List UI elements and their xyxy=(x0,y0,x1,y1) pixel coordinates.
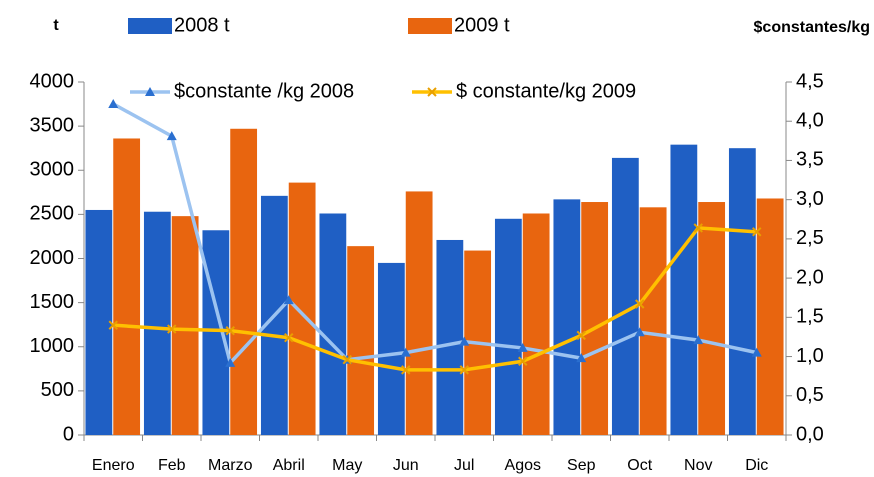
line-marker xyxy=(635,299,645,309)
line-marker xyxy=(576,353,587,363)
bar xyxy=(85,209,113,435)
y2-tick-label: 2,5 xyxy=(796,227,824,249)
x-tick-label: Enero xyxy=(92,457,135,474)
bar xyxy=(230,128,258,435)
x-tick-label: May xyxy=(332,457,362,474)
bar xyxy=(436,239,464,435)
y2-tick-label: 1,0 xyxy=(796,345,824,367)
bar xyxy=(698,202,726,435)
y-tick-label: 1000 xyxy=(30,335,75,357)
y2-tick-label: 0,5 xyxy=(796,384,824,406)
bar xyxy=(553,199,581,435)
x-tick-label: Jun xyxy=(393,457,419,474)
line-marker xyxy=(225,357,236,367)
x-tick-label: Nov xyxy=(684,457,712,474)
legend-swatch xyxy=(128,18,172,34)
line-marker xyxy=(401,365,411,375)
bar xyxy=(202,230,230,435)
bar xyxy=(522,213,550,435)
legend-label: 2008 t xyxy=(174,14,230,36)
legend-label: $ constante/kg 2009 xyxy=(456,80,636,102)
line-marker xyxy=(400,347,411,357)
bar xyxy=(611,157,639,435)
x-tick-label: Oct xyxy=(627,457,652,474)
bar xyxy=(288,182,316,435)
line-marker xyxy=(459,365,469,375)
bar xyxy=(347,246,375,435)
bar xyxy=(581,202,609,435)
y-tick-label: 500 xyxy=(41,379,74,401)
y-axis-label: t xyxy=(53,17,59,34)
line xyxy=(112,102,758,367)
bar xyxy=(319,213,347,435)
y-tick-label: 3000 xyxy=(30,159,75,181)
line-marker xyxy=(751,347,762,357)
line-marker xyxy=(576,330,586,341)
line-marker xyxy=(518,356,528,366)
bar xyxy=(494,218,522,435)
legend-swatch xyxy=(408,18,452,34)
bar xyxy=(405,191,433,435)
bar xyxy=(113,138,141,436)
line xyxy=(113,226,757,372)
y2-tick-label: 4,0 xyxy=(796,110,824,132)
line-marker xyxy=(517,342,528,352)
x-tick-label: Sep xyxy=(567,457,596,474)
bar xyxy=(377,262,405,435)
y-tick-label: 4000 xyxy=(30,70,75,92)
line-marker xyxy=(634,327,645,337)
bar xyxy=(670,144,698,435)
legend-label: 2009 t xyxy=(454,14,510,36)
line-marker xyxy=(284,333,294,343)
line-marker xyxy=(167,324,177,334)
line-marker xyxy=(752,227,762,237)
line-marker xyxy=(427,87,437,97)
bar xyxy=(756,198,784,435)
y2-axis-label: $constantes/kg xyxy=(754,19,870,36)
y2-tick-label: 0,0 xyxy=(796,423,824,445)
x-tick-label: Jul xyxy=(454,457,474,474)
y2-tick-label: 4,5 xyxy=(796,70,824,92)
y-tick-label: 1500 xyxy=(30,291,75,313)
line-marker xyxy=(108,320,118,330)
bar xyxy=(143,211,171,435)
line-marker xyxy=(693,335,704,345)
line-marker xyxy=(693,223,703,233)
y-tick-label: 3500 xyxy=(30,114,75,136)
x-tick-label: Agos xyxy=(505,457,541,474)
line-marker xyxy=(342,354,352,365)
line-marker xyxy=(459,336,470,346)
line-marker xyxy=(108,98,119,108)
line-marker xyxy=(225,325,235,336)
y-tick-label: 0 xyxy=(63,423,74,445)
y2-tick-label: 1,5 xyxy=(796,306,824,328)
legend-label: $constante /kg 2008 xyxy=(174,80,354,102)
x-tick-label: Feb xyxy=(158,457,186,474)
y2-tick-label: 3,5 xyxy=(796,149,824,171)
x-tick-label: Marzo xyxy=(208,457,253,474)
y-tick-label: 2000 xyxy=(30,247,75,269)
x-tick-label: Dic xyxy=(745,457,768,474)
bar xyxy=(639,207,667,435)
line-marker xyxy=(283,295,294,305)
y2-tick-label: 3,0 xyxy=(796,188,824,210)
x-tick-label: Abril xyxy=(273,457,305,474)
line-marker xyxy=(145,87,155,96)
line-marker xyxy=(166,131,177,141)
y2-tick-label: 2,0 xyxy=(796,266,824,288)
y-tick-label: 2500 xyxy=(30,203,75,225)
bar xyxy=(728,148,756,435)
